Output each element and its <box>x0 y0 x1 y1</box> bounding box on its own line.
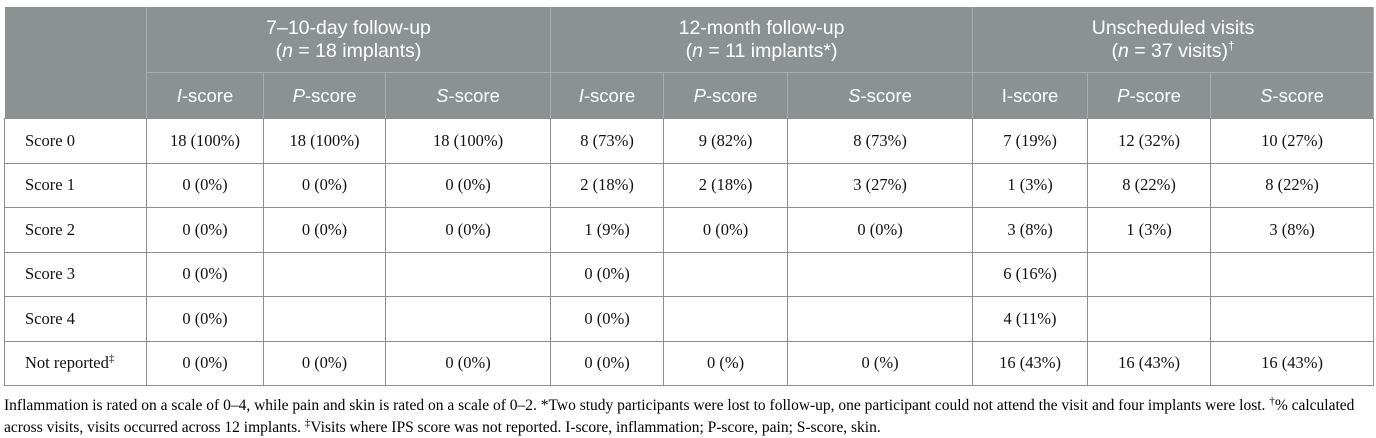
group-header-12-month: 12-month follow-up (n = 11 implants*) <box>550 7 974 73</box>
table-row: Score 4 0 (0%) 0 (0%) 4 (11%) <box>4 296 1375 342</box>
table-cell: 16 (43%) <box>972 340 1089 386</box>
table-cell: 0 (0%) <box>263 207 386 253</box>
table-cell: 0 (0%) <box>263 340 386 386</box>
col-header-i-score-3: I-score <box>972 72 1089 119</box>
row-label: Score 3 <box>4 251 147 297</box>
table-cell: 0 (0%) <box>550 296 665 342</box>
table-cell <box>663 296 789 342</box>
group-title: Unscheduled visits <box>1091 16 1255 39</box>
table-cell <box>1087 251 1212 297</box>
col-header-i-score-2: I-score <box>550 72 665 119</box>
table-cell: 18 (100%) <box>263 118 386 164</box>
sub-header-row: I-score P-score S-score I-score P-score … <box>5 72 1375 119</box>
table-cell: 16 (43%) <box>1210 340 1375 386</box>
table-row: Score 2 0 (0%) 0 (0%) 0 (0%) 1 (9%) 0 (0… <box>4 207 1375 253</box>
table-cell <box>263 296 386 342</box>
table-footnote: Inflammation is rated on a scale of 0–4,… <box>4 394 1355 436</box>
table-cell: 0 (0%) <box>787 207 974 253</box>
table-cell: 8 (22%) <box>1210 162 1375 208</box>
table-cell: 3 (8%) <box>972 207 1089 253</box>
table-row: Score 0 18 (100%) 18 (100%) 18 (100%) 8 … <box>4 118 1375 164</box>
table-cell: 0 (%) <box>663 340 789 386</box>
table-cell: 0 (0%) <box>384 162 552 208</box>
table-cell: 4 (11%) <box>972 296 1089 342</box>
table-cell <box>384 296 552 342</box>
table-cell: 7 (19%) <box>972 118 1089 164</box>
col-header-i-score-1: I-score <box>146 72 264 119</box>
dagger-symbol: † <box>1269 394 1275 407</box>
table-cell <box>1210 251 1375 297</box>
group-title: 7–10-day follow-up <box>266 16 431 39</box>
table-cell: 18 (100%) <box>384 118 552 164</box>
col-header-p-score-2: P-score <box>663 72 789 119</box>
group-subtitle: (n = 18 implants) <box>275 39 422 62</box>
table-cell: 8 (22%) <box>1087 162 1212 208</box>
table-cell: 0 (0%) <box>146 296 264 342</box>
table-cell <box>787 296 974 342</box>
table-cell: 16 (43%) <box>1087 340 1212 386</box>
table-row: Not reported‡ 0 (0%) 0 (0%) 0 (0%) 0 (0%… <box>4 340 1375 386</box>
col-header-p-score-3: P-score <box>1087 72 1212 119</box>
table-cell <box>384 251 552 297</box>
table-cell: 3 (27%) <box>787 162 974 208</box>
table-cell <box>263 251 386 297</box>
table-cell: 0 (0%) <box>146 207 264 253</box>
table-row: Score 3 0 (0%) 0 (0%) 6 (16%) <box>4 251 1375 297</box>
col-header-s-score-1: S-score <box>384 72 552 119</box>
table-cell: 1 (3%) <box>972 162 1089 208</box>
table-cell: 0 (0%) <box>146 340 264 386</box>
table-cell <box>663 251 789 297</box>
col-header-p-score-1: P-score <box>263 72 386 119</box>
table-row: Score 1 0 (0%) 0 (0%) 0 (0%) 2 (18%) 2 (… <box>4 162 1375 208</box>
table-cell: 0 (0%) <box>384 340 552 386</box>
group-subtitle: (n = 37 visits)† <box>1111 38 1235 62</box>
group-header-7-10-day: 7–10-day follow-up (n = 18 implants) <box>145 7 552 73</box>
table-cell: 12 (32%) <box>1087 118 1212 164</box>
col-header-s-score-3: S-score <box>1210 72 1375 119</box>
table-cell: 3 (8%) <box>1210 207 1375 253</box>
table-cell: 10 (27%) <box>1210 118 1375 164</box>
group-subtitle: (n = 11 implants*) <box>685 39 838 62</box>
row-label: Score 0 <box>4 118 147 164</box>
group-header-unscheduled: Unscheduled visits (n = 37 visits)† <box>972 7 1375 73</box>
row-label: Not reported‡ <box>4 340 147 386</box>
table-cell: 0 (0%) <box>146 251 264 297</box>
group-title: 12-month follow-up <box>678 16 845 39</box>
ips-score-table: 7–10-day follow-up (n = 18 implants) 12-… <box>4 7 1375 386</box>
table-cell: 0 (0%) <box>146 162 264 208</box>
table-cell: 0 (0%) <box>663 207 789 253</box>
table-cell: 0 (0%) <box>263 162 386 208</box>
row-label: Score 4 <box>4 296 147 342</box>
table-cell: 2 (18%) <box>550 162 665 208</box>
corner-cell <box>4 7 147 119</box>
table-cell <box>1210 296 1375 342</box>
table-cell: 6 (16%) <box>972 251 1089 297</box>
table-cell: 0 (%) <box>787 340 974 386</box>
table-cell: 9 (82%) <box>663 118 789 164</box>
double-dagger-symbol: ‡ <box>304 416 311 429</box>
group-header-row: 7–10-day follow-up (n = 18 implants) 12-… <box>4 7 1375 119</box>
table-cell: 0 (0%) <box>550 340 665 386</box>
table-cell: 1 (9%) <box>550 207 665 253</box>
table-cell: 1 (3%) <box>1087 207 1212 253</box>
table-cell: 18 (100%) <box>146 118 264 164</box>
table-cell <box>1087 296 1212 342</box>
table-cell: 8 (73%) <box>787 118 974 164</box>
table-cell: 0 (0%) <box>550 251 665 297</box>
table-cell: 8 (73%) <box>550 118 665 164</box>
table-cell: 2 (18%) <box>663 162 789 208</box>
table-cell: 0 (0%) <box>384 207 552 253</box>
table-cell <box>787 251 974 297</box>
row-label: Score 2 <box>4 207 147 253</box>
row-label: Score 1 <box>4 162 147 208</box>
col-header-s-score-2: S-score <box>787 72 974 119</box>
